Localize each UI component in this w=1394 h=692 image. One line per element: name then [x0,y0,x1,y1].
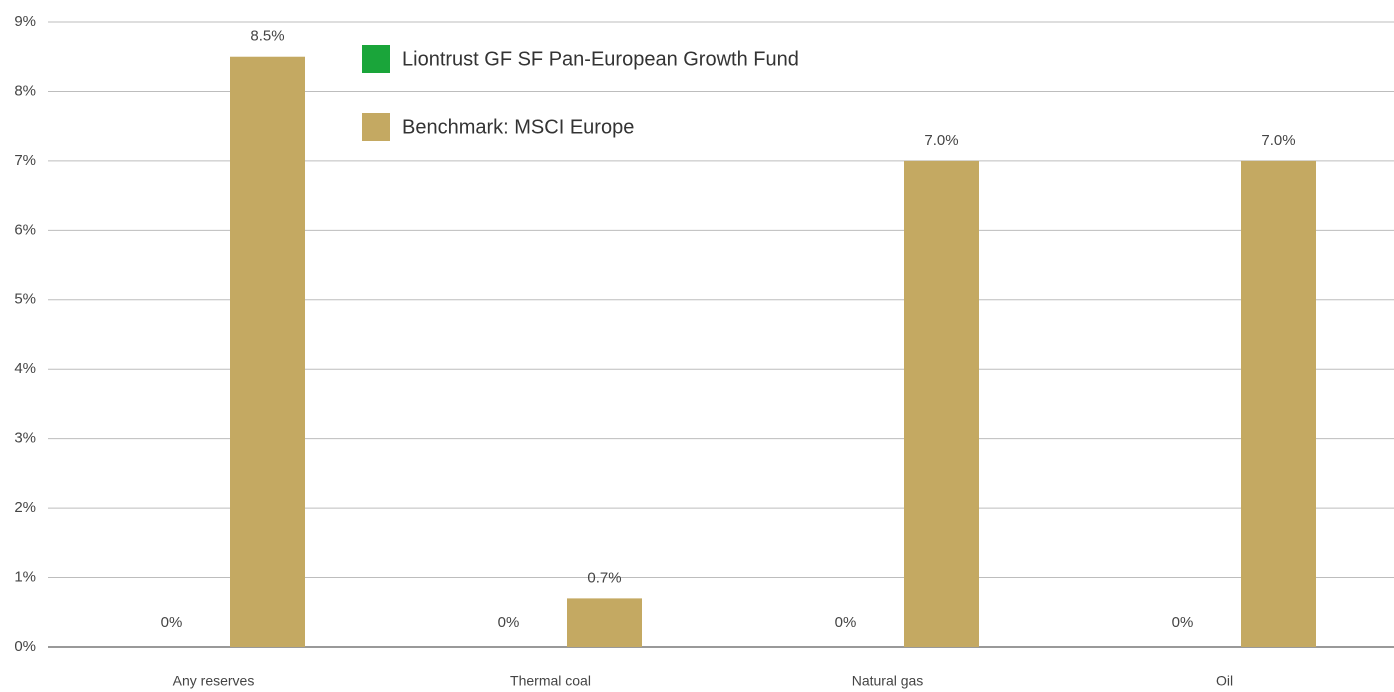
y-tick-label: 8% [14,82,36,99]
value-label: 0% [498,614,520,631]
value-label: 7.0% [1261,132,1295,149]
y-tick-label: 7% [14,152,36,169]
y-tick-label: 6% [14,221,36,238]
value-label: 0% [161,614,183,631]
value-label: 8.5% [250,28,284,45]
bar [230,56,305,647]
y-tick-label: 3% [14,430,36,447]
y-tick-label: 1% [14,569,36,586]
x-tick-label: Any reserves [173,673,255,689]
value-label: 0% [1172,614,1194,631]
legend-label: Benchmark: MSCI Europe [402,116,634,138]
bar [1241,160,1316,647]
y-tick-label: 5% [14,291,36,308]
legend-label: Liontrust GF SF Pan-European Growth Fund [402,48,799,70]
x-tick-label: Natural gas [852,673,924,689]
y-tick-label: 9% [14,13,36,30]
legend-swatch [362,113,390,141]
legend-swatch [362,45,390,73]
x-tick-label: Thermal coal [510,673,591,689]
bar [904,160,979,647]
x-tick-label: Oil [1216,673,1233,689]
bar [567,598,642,647]
value-label: 0.7% [587,569,621,586]
value-label: 0% [835,614,857,631]
y-tick-label: 2% [14,499,36,516]
y-tick-label: 0% [14,638,36,655]
y-tick-label: 4% [14,360,36,377]
value-label: 7.0% [924,132,958,149]
